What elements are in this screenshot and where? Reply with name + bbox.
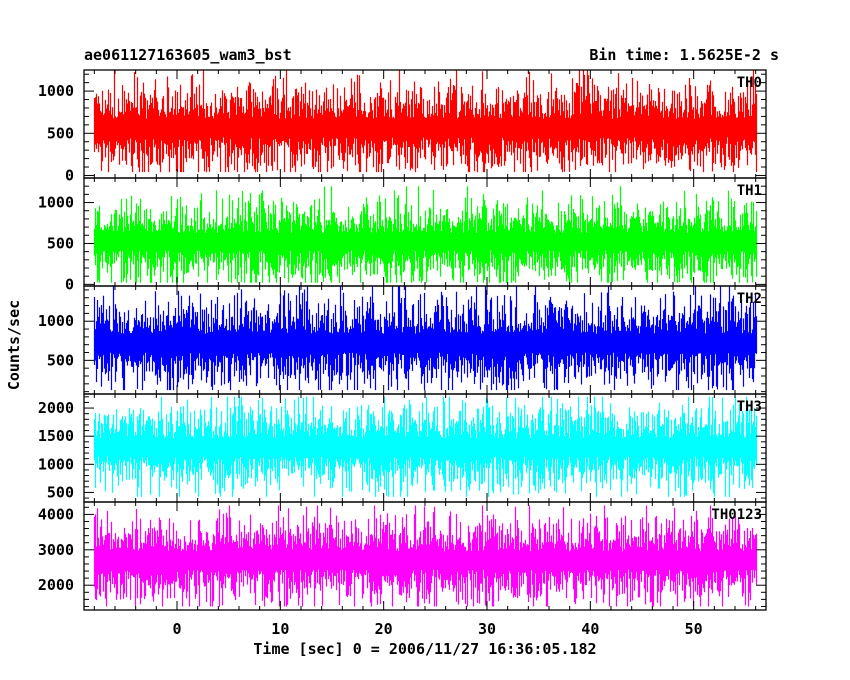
- x-axis-ticks: 0 10 20 30 40 50: [172, 620, 702, 638]
- y-tick-label: 4000: [38, 505, 74, 523]
- series-th1: [93, 186, 758, 283]
- series-th0123: [93, 505, 758, 607]
- series-th0: [93, 70, 758, 173]
- series-th3: [93, 396, 758, 497]
- x-tick-label: 50: [685, 620, 703, 638]
- y-tick-label: 3000: [38, 541, 74, 559]
- panels-group: 0 500 1000 TH0 0 500 1000 TH1 500 1000 TH2 500 1000 1…: [38, 69, 767, 611]
- y-tick-label: 1500: [38, 427, 74, 445]
- panel-th0: 0 500 1000 TH0: [38, 69, 767, 184]
- panel-th2: 500 1000 TH2: [38, 285, 767, 395]
- chart-title-right: Bin time: 1.5625E-2 s: [589, 46, 779, 64]
- y-tick-label: 1000: [38, 455, 74, 473]
- y-tick-label: 0: [65, 166, 74, 184]
- y-tick-label: 1000: [38, 82, 74, 100]
- series-th2: [93, 286, 758, 391]
- panel-th0123: 2000 3000 4000 TH0123: [38, 501, 767, 611]
- y-tick-label: 1000: [38, 194, 74, 212]
- y-tick-label: 2000: [38, 399, 74, 417]
- x-tick-label: 10: [271, 620, 289, 638]
- x-axis-label: Time [sec] 0 = 2006/11/27 16:36:05.182: [253, 640, 596, 658]
- chart-title-left: ae061127163605_wam3_bst: [84, 46, 292, 64]
- x-tick-label: 30: [478, 620, 496, 638]
- panel-th3: 500 1000 1500 2000 TH3: [38, 393, 767, 503]
- x-tick-label: 0: [172, 620, 181, 638]
- y-tick-label: 500: [47, 351, 74, 369]
- y-tick-label: 0: [65, 275, 74, 293]
- x-tick-label: 40: [581, 620, 599, 638]
- panel-label-th2: TH2: [737, 291, 762, 307]
- y-tick-label: 2000: [38, 576, 74, 594]
- y-tick-label: 500: [47, 234, 74, 252]
- y-tick-label: 500: [47, 124, 74, 142]
- panel-th1: 0 500 1000 TH1: [38, 177, 767, 293]
- panel-label-th0: TH0: [737, 75, 762, 91]
- panel-label-th1: TH1: [737, 183, 762, 199]
- x-tick-label: 20: [375, 620, 393, 638]
- panel-label-th3: TH3: [737, 399, 762, 415]
- y-tick-label: 500: [47, 483, 74, 501]
- panel-label-th0123: TH0123: [711, 507, 762, 523]
- y-axis-label: Counts/sec: [5, 300, 23, 390]
- y-tick-label: 1000: [38, 312, 74, 330]
